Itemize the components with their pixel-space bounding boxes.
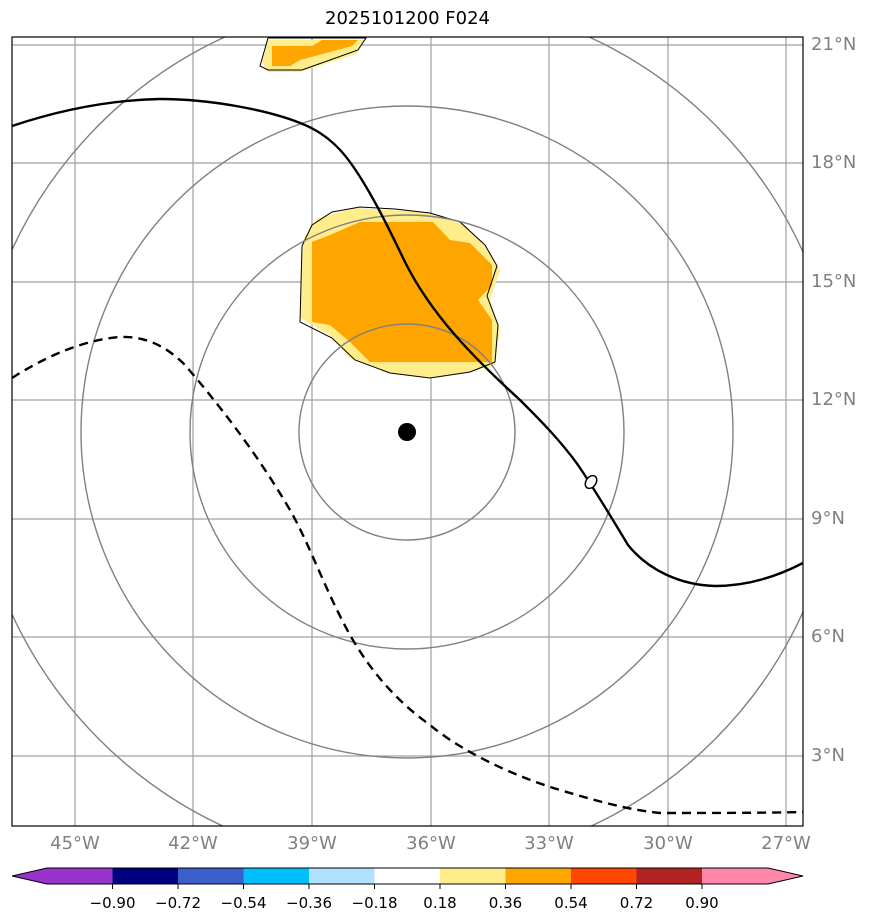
colorbar-tick-label: 0.54: [554, 894, 588, 912]
colorbar: [11, 867, 804, 889]
colorbar-tick-label: −0.18: [351, 894, 398, 912]
storm-center-dot: [398, 423, 416, 441]
colorbar-segment: [374, 868, 440, 884]
lon-label: 39°W: [287, 833, 337, 854]
map-frame: [11, 36, 804, 827]
map-area: [12, 37, 803, 826]
range-ring: [12, 37, 803, 826]
colorbar-segment: [309, 868, 375, 884]
colorbar-tick-label: −0.90: [89, 894, 136, 912]
map-title: 2025101200 F024: [325, 8, 490, 29]
lon-label: 30°W: [643, 833, 693, 854]
solid-contour: [12, 97, 803, 588]
colorbar-segment: [243, 868, 309, 884]
colorbar-segment: [702, 868, 768, 884]
colorbar-tick-label: −0.54: [220, 894, 267, 912]
colorbar-tick-label: 0.18: [423, 894, 457, 912]
lon-label: 36°W: [406, 833, 456, 854]
colorbar-extend-right: [768, 868, 803, 884]
colorbar-tick-label: −0.36: [286, 894, 332, 912]
colorbar-extend-left: [12, 868, 47, 884]
colorbar-tick-label: 0.90: [685, 894, 719, 912]
colorbar-segment: [47, 868, 113, 884]
lat-label: 15°N: [811, 271, 857, 292]
lat-label: 12°N: [811, 389, 857, 410]
lat-label: 18°N: [811, 152, 857, 173]
lat-label: 21°N: [811, 34, 857, 55]
lon-label: 27°W: [761, 833, 811, 854]
lat-label: 3°N: [811, 745, 845, 766]
lat-label: 9°N: [811, 508, 845, 529]
lon-label: 33°W: [524, 833, 574, 854]
contour-label-marker: [584, 474, 598, 490]
colorbar-segment: [636, 868, 702, 884]
lon-label: 42°W: [168, 833, 218, 854]
colorbar-segment: [571, 868, 637, 884]
shaded-region-north: [259, 37, 367, 72]
range-ring: [298, 323, 516, 541]
colorbar-tick-label: 0.72: [619, 894, 654, 912]
lat-label: 6°N: [811, 626, 845, 647]
range-ring: [80, 105, 734, 759]
colorbar-tick-label: 0.36: [488, 894, 523, 912]
colorbar-tick-label: −0.72: [155, 894, 201, 912]
colorbar-segment: [440, 868, 506, 884]
range-ring: [189, 214, 625, 650]
dashed-contour: [12, 335, 803, 815]
colorbar-segment: [178, 868, 244, 884]
range-rings: [12, 37, 803, 826]
colorbar-segment: [112, 868, 178, 884]
colorbar-outline: [11, 867, 804, 885]
colorbar-segment: [505, 868, 571, 884]
lon-label: 45°W: [50, 833, 100, 854]
